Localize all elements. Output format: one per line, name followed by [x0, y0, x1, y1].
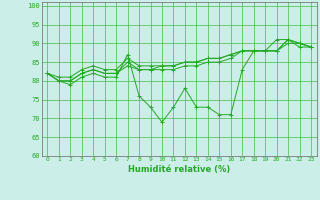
X-axis label: Humidité relative (%): Humidité relative (%) [128, 165, 230, 174]
